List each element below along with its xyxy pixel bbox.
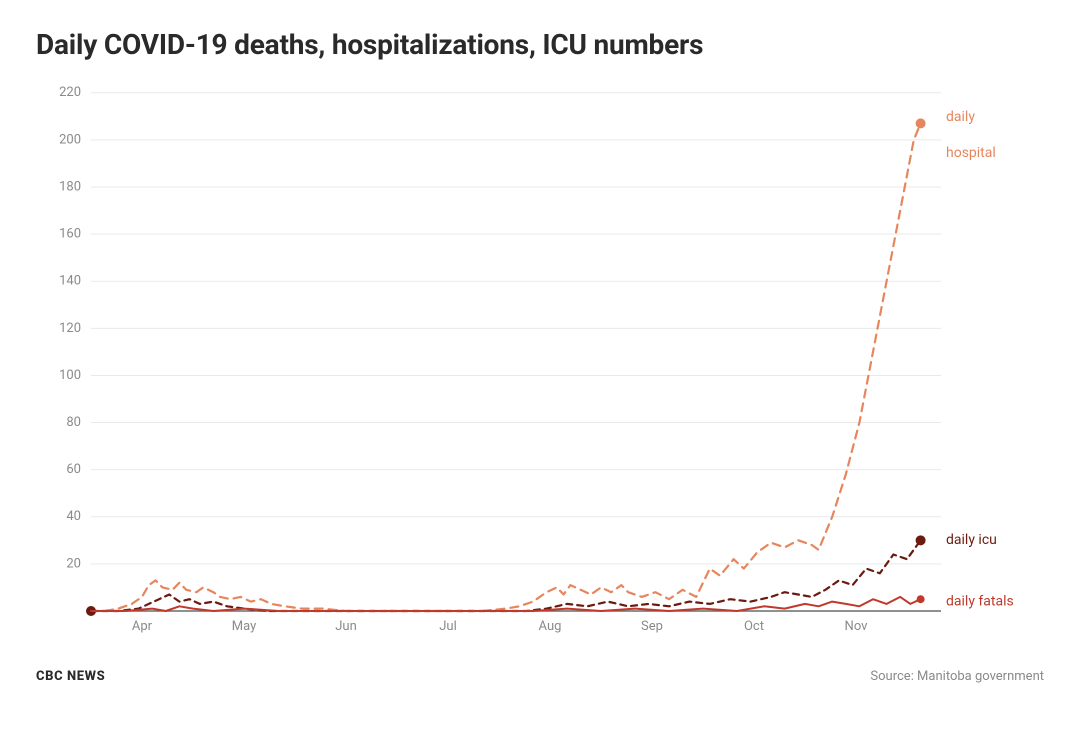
y-tick-label: 180 <box>59 179 81 194</box>
x-tick-label: Oct <box>744 619 764 634</box>
x-tick-label: Nov <box>845 619 869 634</box>
chart-svg: 20 40 60 80 100 120 140 160 180 200 220 Apr May Jun Ju… <box>36 71 1044 661</box>
x-tick-label: Jun <box>335 619 357 634</box>
series-label-hospital: hospital <box>946 145 996 161</box>
source-label: Source: Manitoba government <box>870 669 1044 684</box>
chart-footer: CBC NEWS Source: Manitoba government <box>36 669 1044 684</box>
chart-card: Daily COVID-19 deaths, hospitalizations,… <box>0 0 1080 736</box>
x-tick-label: Sep <box>641 619 663 634</box>
y-tick-label: 60 <box>66 462 81 477</box>
y-tick-label: 200 <box>59 132 81 147</box>
series-label-icu: daily icu <box>946 532 997 548</box>
series-fatals-end-marker <box>917 595 925 603</box>
x-tick-label: May <box>232 619 256 634</box>
x-tick-label: Aug <box>539 619 562 634</box>
y-tick-label: 20 <box>66 556 81 571</box>
series-hospital-end-marker <box>916 118 926 128</box>
y-tick-label: 40 <box>66 509 81 524</box>
series-icu-end-marker <box>916 535 926 545</box>
y-tick-label: 140 <box>59 274 81 289</box>
brand-label: CBC NEWS <box>36 669 105 684</box>
series-fatals <box>91 597 921 611</box>
series-icu <box>91 540 921 611</box>
chart-area: 20 40 60 80 100 120 140 160 180 200 220 Apr May Jun Ju… <box>36 71 1044 661</box>
y-tick-label: 120 <box>59 321 81 336</box>
x-tick-label: Apr <box>132 619 153 634</box>
chart-title: Daily COVID-19 deaths, hospitalizations,… <box>36 28 1044 61</box>
y-tick-label: 100 <box>59 368 81 383</box>
y-tick-label: 160 <box>59 227 81 242</box>
series-label-fatals: daily fatals <box>946 593 1014 609</box>
y-tick-label: 80 <box>66 415 81 430</box>
series-hospital <box>91 123 921 611</box>
series-label-hospital: daily <box>946 109 975 125</box>
x-tick-label: Jul <box>439 619 457 634</box>
y-tick-label: 220 <box>59 85 81 100</box>
